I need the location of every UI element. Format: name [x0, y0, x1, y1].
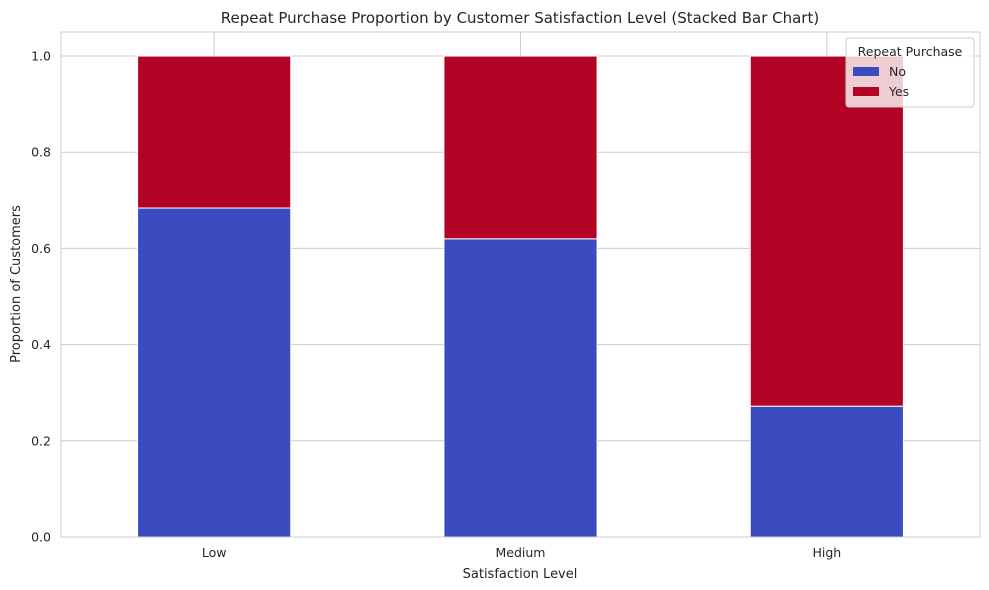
bar-no-high: [749, 405, 904, 538]
bar-yes-medium: [443, 55, 598, 240]
y-tick-label: 0.4: [31, 337, 51, 352]
bar-yes-high: [749, 55, 904, 407]
y-axis-label: Proportion of Customers: [9, 205, 24, 363]
bars: [137, 55, 904, 538]
bar-no-medium: [443, 238, 598, 538]
y-tick-label: 0.0: [31, 530, 51, 545]
y-tick-label: 0.6: [31, 241, 51, 256]
y-axis-ticks: 0.0 0.2 0.4 0.6 0.8 1.0: [31, 49, 51, 545]
legend-swatch-yes: [853, 87, 879, 96]
bar-no-low: [137, 207, 292, 538]
plot-frame: [60, 31, 981, 538]
legend-items: No Yes: [853, 64, 909, 99]
x-tick-label: Low: [202, 545, 227, 560]
legend-swatch-no: [853, 67, 879, 76]
x-axis-label: Satisfaction Level: [463, 567, 578, 582]
x-axis-ticks: Low Medium High: [202, 545, 841, 560]
bar-yes-low: [137, 55, 292, 209]
chart-title: Repeat Purchase Proportion by Customer S…: [221, 9, 819, 27]
y-tick-label: 0.2: [31, 433, 51, 448]
y-tick-label: 1.0: [31, 49, 51, 64]
x-tick-label: High: [812, 545, 841, 560]
legend-label-no: No: [889, 64, 906, 79]
y-tick-label: 0.8: [31, 145, 51, 160]
x-tick-label: Medium: [496, 545, 546, 560]
legend-title: Repeat Purchase: [858, 44, 963, 59]
legend-label-yes: Yes: [888, 84, 909, 99]
legend: Repeat Purchase No Yes: [845, 37, 975, 108]
